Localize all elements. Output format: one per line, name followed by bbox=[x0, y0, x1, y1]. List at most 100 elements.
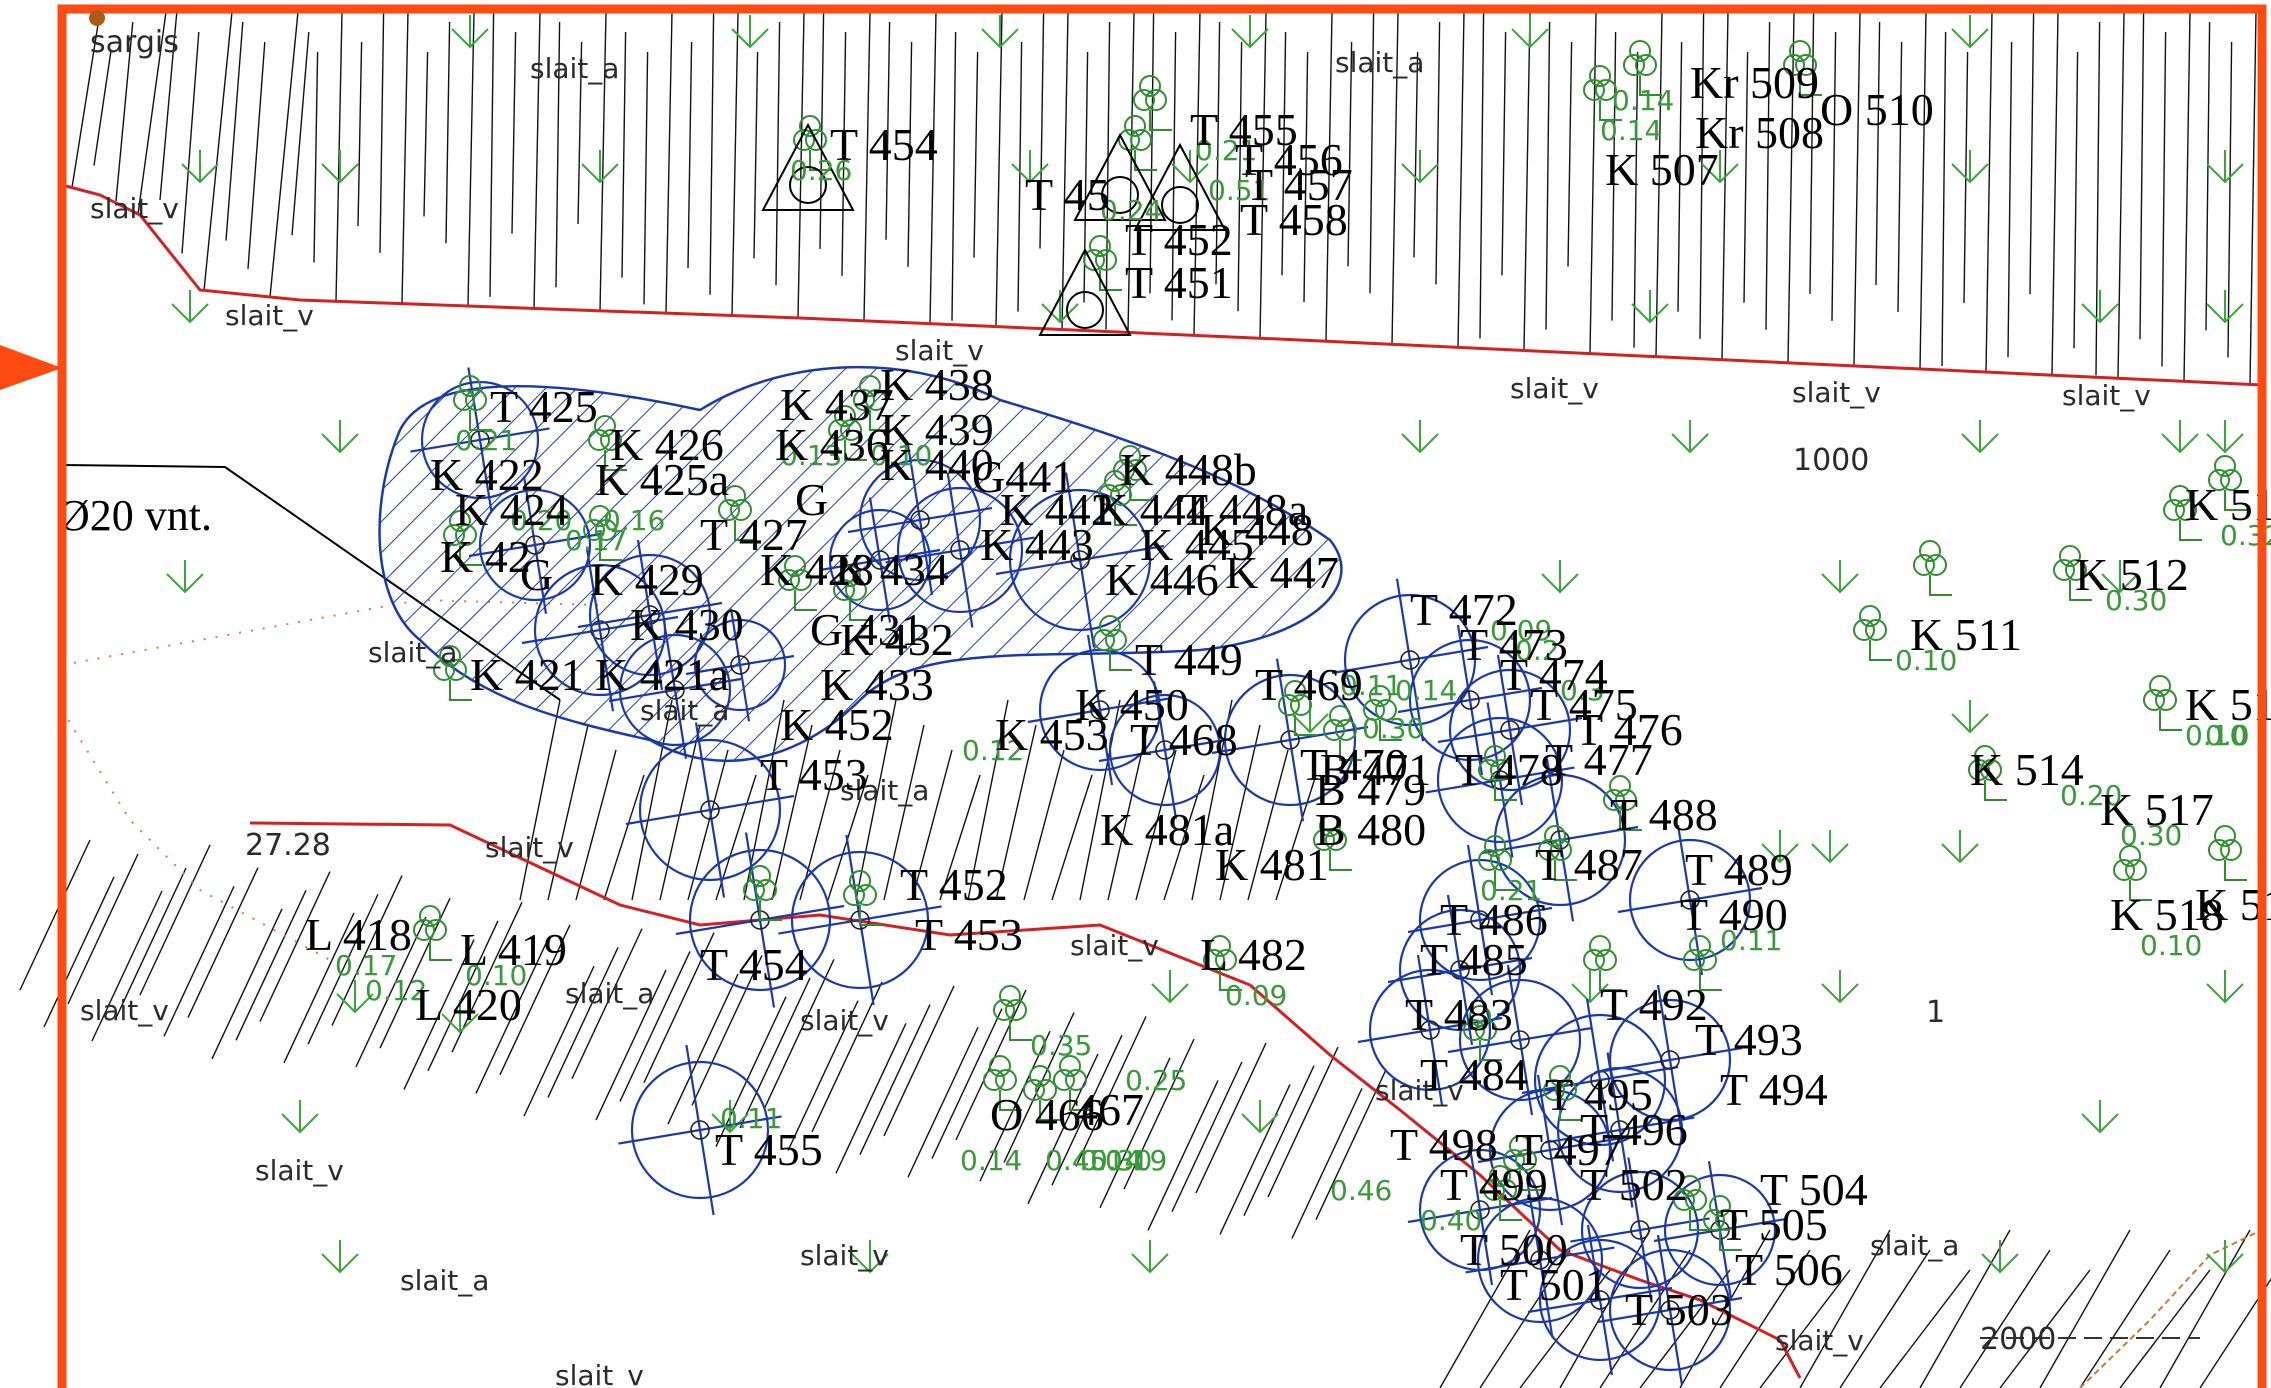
hatch-line bbox=[2073, 51, 2079, 349]
tree-crown bbox=[790, 569, 812, 591]
tree-crown bbox=[1490, 759, 1512, 781]
tree-icon bbox=[1083, 235, 1122, 291]
hatch-line bbox=[423, 51, 429, 217]
hatch-line bbox=[445, 21, 451, 244]
crown-circle bbox=[1223, 673, 1357, 807]
tree-crown bbox=[2208, 469, 2230, 491]
hatch-line bbox=[203, 11, 233, 291]
tree-crown bbox=[1130, 129, 1152, 151]
tree-label: L 420 bbox=[415, 979, 522, 1030]
tree-label: Kr 508 bbox=[1695, 107, 1824, 158]
hatch-line bbox=[827, 774, 869, 901]
tree-icon bbox=[1503, 1135, 1542, 1191]
tree-crown bbox=[784, 555, 806, 577]
hatch-line bbox=[1039, 11, 1045, 249]
tree-trunk bbox=[449, 680, 472, 701]
tree-icon bbox=[1683, 935, 1722, 991]
tree-label: L 418 bbox=[305, 909, 412, 960]
hatch-line bbox=[523, 965, 595, 1117]
tree-label: T 485 bbox=[1420, 934, 1528, 985]
crosshair-line bbox=[1416, 954, 1444, 1106]
survey-circle bbox=[1161, 186, 1199, 224]
tree-trunk bbox=[2179, 520, 2202, 541]
tree-crown bbox=[1489, 1165, 1511, 1187]
tree-crown bbox=[743, 879, 765, 901]
tree-crown bbox=[1139, 75, 1161, 97]
tree-crown bbox=[853, 389, 875, 411]
hatch-line bbox=[1281, 31, 1287, 276]
tree-crown bbox=[2149, 675, 2171, 697]
center-marker bbox=[950, 540, 970, 560]
crown-circle bbox=[1368, 968, 1492, 1092]
tree-crown bbox=[1484, 745, 1506, 767]
tree-crown bbox=[1795, 54, 1817, 76]
crown-circle bbox=[1448, 668, 1572, 792]
crown-circle bbox=[630, 1060, 770, 1200]
tree-trunk bbox=[429, 940, 452, 961]
tree-crown bbox=[1865, 619, 1887, 641]
tree-crown bbox=[425, 919, 447, 941]
tree-trunk bbox=[1984, 780, 2007, 801]
tree-crown bbox=[443, 524, 465, 546]
tree-icon bbox=[443, 510, 482, 566]
slait-label: slait_a bbox=[840, 774, 929, 807]
crosshair-line bbox=[1506, 964, 1534, 1116]
tree-crown bbox=[1615, 789, 1637, 811]
hatch-line bbox=[307, 893, 379, 1045]
tree-icon bbox=[993, 985, 1032, 1041]
hatch-line bbox=[665, 11, 673, 314]
hatch-line bbox=[225, 21, 244, 241]
tree-label: 467 bbox=[1075, 1084, 1144, 1135]
tree-crown bbox=[1595, 79, 1617, 101]
crosshair-line bbox=[1456, 624, 1484, 776]
slait-label: slait_v bbox=[80, 994, 169, 1027]
tree-trunk bbox=[844, 440, 867, 461]
tree-crown bbox=[1490, 849, 1512, 871]
tree-crown bbox=[2125, 859, 2147, 881]
hatch-line bbox=[603, 774, 645, 901]
tree-values: 0.260.210.510.240.140.140.210.200.170.16… bbox=[335, 84, 2271, 1237]
tree-label: T 489 bbox=[1685, 844, 1793, 895]
tree-label: T 45 bbox=[1025, 169, 1110, 220]
crosshair-line bbox=[1496, 654, 1524, 806]
tree-crown bbox=[2119, 845, 2141, 867]
hatch-line bbox=[1611, 31, 1617, 321]
tree-crown bbox=[1095, 249, 1117, 271]
tree-crown bbox=[1478, 849, 1500, 871]
hatch-line bbox=[1017, 41, 1023, 312]
tree-label: T 499 bbox=[1440, 1159, 1548, 1210]
crown-circle bbox=[1608, 998, 1732, 1122]
hatch-line bbox=[2095, 21, 2101, 376]
tree-label: T 475 bbox=[1530, 679, 1638, 730]
tree-crown bbox=[600, 429, 622, 451]
center-marker bbox=[1660, 1050, 1680, 1070]
hatch-line bbox=[291, 31, 310, 236]
tree-label: T 458 bbox=[1240, 194, 1348, 245]
hatch-line bbox=[1347, 41, 1353, 267]
tree-trunk bbox=[1039, 1100, 1062, 1121]
tree-trunk bbox=[1689, 1210, 1712, 1231]
tree-crown bbox=[833, 579, 855, 601]
tree-label: G bbox=[520, 549, 553, 600]
tree-trunk bbox=[1134, 150, 1157, 171]
tree-label: T 506 bbox=[1735, 1244, 1843, 1295]
tree-trunk bbox=[1339, 740, 1362, 761]
hatch-line bbox=[799, 749, 841, 901]
tree-icon bbox=[1098, 470, 1137, 526]
hatch-line bbox=[235, 889, 307, 1041]
hatch-line bbox=[313, 51, 319, 263]
tree-label: T 453 bbox=[760, 749, 868, 800]
tree-label: K 448b bbox=[1120, 444, 1257, 495]
crosshair-line bbox=[1466, 844, 1494, 996]
tree-crown bbox=[1679, 1175, 1701, 1197]
center-marker bbox=[870, 550, 890, 570]
hatch-line bbox=[259, 871, 331, 1022]
tree-crown bbox=[2163, 499, 2185, 521]
hatch-line bbox=[1243, 1065, 1315, 1217]
hatch-line bbox=[929, 11, 937, 324]
tree-icon bbox=[1203, 935, 1242, 991]
slait-label: slait_a bbox=[368, 636, 457, 669]
tree-value: 0.10 bbox=[1895, 644, 1957, 677]
tree-crown bbox=[1463, 1019, 1485, 1041]
hatch-line bbox=[499, 924, 571, 1076]
